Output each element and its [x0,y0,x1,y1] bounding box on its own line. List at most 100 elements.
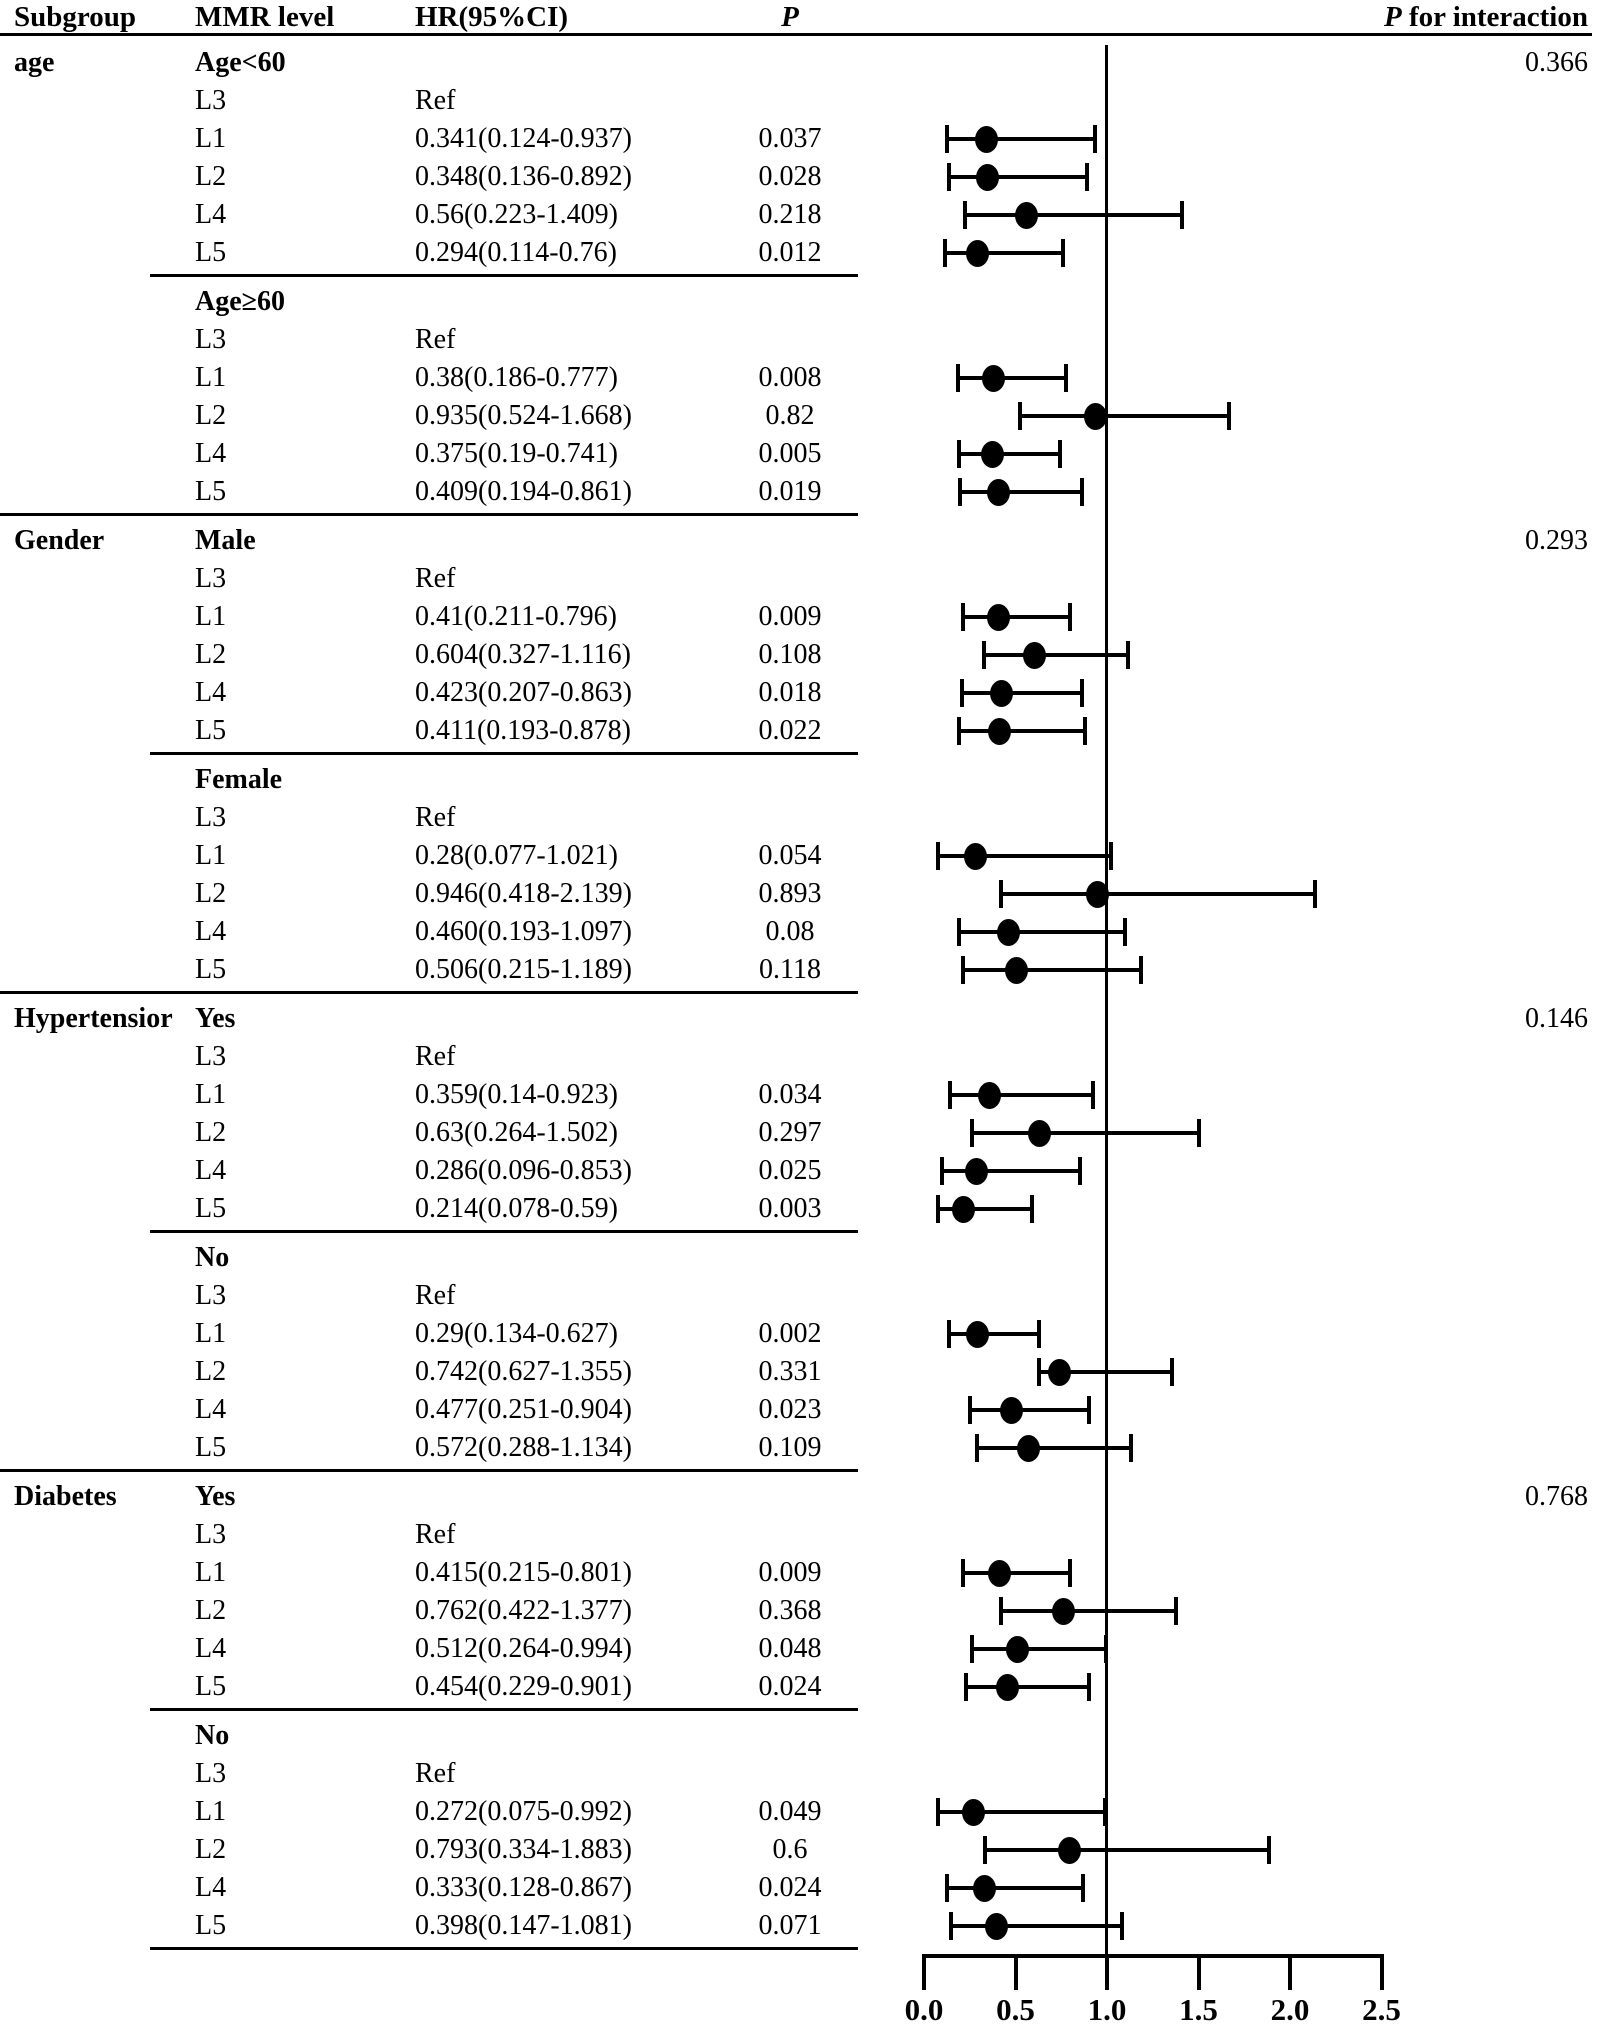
ci-cap-high [1179,201,1184,229]
group-header-cells: Gender Male [14,522,256,560]
mmr-level-label: L1 [195,123,227,154]
p-value: 0.022 [758,715,822,746]
hr-ci-text: 0.477(0.251-0.904) [415,1394,632,1425]
ci-line [937,1810,1106,1814]
ci-cap-high [1139,956,1144,984]
level-row: L1 0.341(0.124-0.937) 0.037 [0,120,1599,158]
column-header-mmr-level: MMR level [195,1,335,33]
ci-line [949,1093,1093,1097]
x-axis-tick [1105,1954,1109,1990]
hr-ci-text: 0.214(0.078-0.59) [415,1193,618,1224]
group-label: Female [195,764,283,795]
ci-whisker [935,1798,1108,1826]
section-divider-major [0,991,858,994]
hr-ci-text: Ref [415,1280,456,1311]
ci-whisker [961,956,1144,984]
hr-point-estimate-dot [1006,1636,1030,1663]
ci-cap-high [1029,1195,1034,1223]
ci-whisker [970,1119,1201,1147]
level-row: L1 0.272(0.075-0.992) 0.049 [0,1793,1599,1831]
hr-ci-text: 0.294(0.114-0.76) [415,237,617,268]
level-row: L3 Ref [0,1755,1599,1793]
ci-line [948,1332,1039,1336]
p-value: 0.009 [758,1557,822,1588]
ci-line [972,1131,1199,1135]
ci-whisker [983,1836,1271,1864]
p-value: 0.028 [758,161,822,192]
hr-ci-text: 0.454(0.229-0.901) [415,1671,632,1702]
p-interaction-value: 0.366 [1525,47,1588,78]
ci-cap-low [970,1635,975,1663]
level-row: L4 0.477(0.251-0.904) 0.023 [0,1391,1599,1429]
hr-point-estimate-dot [1022,642,1046,669]
ci-cap-low [945,1874,950,1902]
ci-whisker [946,163,1090,191]
level-row: L3 Ref [0,82,1599,120]
mmr-level-label: L1 [195,1079,227,1110]
hr-point-estimate-dot [982,365,1005,392]
ci-cap-high [1087,1396,1092,1424]
mmr-level-label: L4 [195,677,227,708]
hr-ci-text: 0.506(0.215-1.189) [415,954,632,985]
hr-point-estimate-dot [976,164,1000,191]
ci-cap-low [957,478,962,506]
group-label: No [195,1720,230,1751]
mmr-level-label: L5 [195,954,227,985]
group-header-row: No [0,1239,1599,1277]
hr-point-estimate-dot [999,1397,1023,1424]
ci-whisker [974,1434,1134,1462]
hr-ci-text: 0.286(0.096-0.853) [415,1155,632,1186]
hr-point-estimate-dot [1057,1837,1081,1864]
ci-cap-low [948,1912,953,1940]
ci-whisker [946,1320,1041,1348]
p-value: 0.109 [758,1432,822,1463]
ci-line [961,691,1082,695]
ci-line [963,968,1142,972]
ci-cap-low [961,956,966,984]
ci-cap-high [1057,440,1062,468]
ci-cap-high [1090,1081,1095,1109]
level-row: L5 0.398(0.147-1.081) 0.071 [0,1907,1599,1945]
level-row: L2 0.742(0.627-1.355) 0.331 [0,1353,1599,1391]
level-row: L5 0.411(0.193-0.878) 0.022 [0,712,1599,750]
section-divider-major [0,513,858,516]
group-header-row: age Age<60 0.366 [0,44,1599,82]
x-axis-tick-label: 2.5 [1362,1992,1401,2027]
p-value: 0.108 [758,639,822,670]
hr-point-estimate-dot [978,1082,1002,1109]
mmr-level-label: L5 [195,237,227,268]
hr-point-estimate-dot [973,1875,997,1902]
hr-point-estimate-dot [1083,403,1107,430]
x-axis-tick [1288,1954,1292,1990]
mmr-level-label: L3 [195,802,227,833]
ci-cap-low [944,125,949,153]
p-value: 0.019 [758,476,822,507]
group-header-cells: Female [14,761,282,799]
p-value: 0.025 [758,1155,822,1186]
ci-whisker [945,1874,1085,1902]
ci-whisker [948,1912,1124,1940]
hr-ci-text: 0.423(0.207-0.863) [415,677,632,708]
ci-cap-low [957,717,962,745]
x-axis-line [922,1954,1384,1958]
level-row: L2 0.604(0.327-1.116) 0.108 [0,636,1599,674]
x-axis-tick [1196,1954,1201,1990]
ci-line [950,1924,1122,1928]
mmr-level-label: L3 [195,1280,227,1311]
mmr-level-label: L2 [195,878,227,909]
hr-ci-text: 0.411(0.193-0.878) [415,715,631,746]
hr-point-estimate-dot [966,240,990,267]
ci-cap-low [936,1195,941,1223]
mmr-level-label: L4 [195,1872,227,1903]
ci-line [983,653,1129,657]
p-value: 0.002 [758,1318,822,1349]
ci-cap-low [962,201,967,229]
ci-cap-low [960,603,965,631]
ci-cap-high [1036,1320,1041,1348]
mmr-level-label: L4 [195,438,227,469]
p-value: 0.034 [758,1079,822,1110]
group-header-row: Female [0,761,1599,799]
hr-point-estimate-dot [989,680,1013,707]
ci-cap-high [1079,679,1084,707]
mmr-level-label: L3 [195,1041,227,1072]
